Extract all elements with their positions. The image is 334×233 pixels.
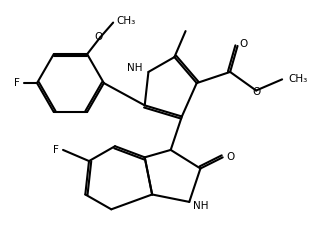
Text: F: F xyxy=(53,145,58,155)
Text: O: O xyxy=(226,152,235,162)
Text: CH₃: CH₃ xyxy=(117,16,136,26)
Text: NH: NH xyxy=(193,201,208,211)
Text: O: O xyxy=(252,87,260,97)
Text: O: O xyxy=(239,39,247,49)
Text: F: F xyxy=(14,78,20,88)
Text: O: O xyxy=(94,32,103,42)
Text: CH₃: CH₃ xyxy=(289,74,308,84)
Text: NH: NH xyxy=(127,63,143,73)
